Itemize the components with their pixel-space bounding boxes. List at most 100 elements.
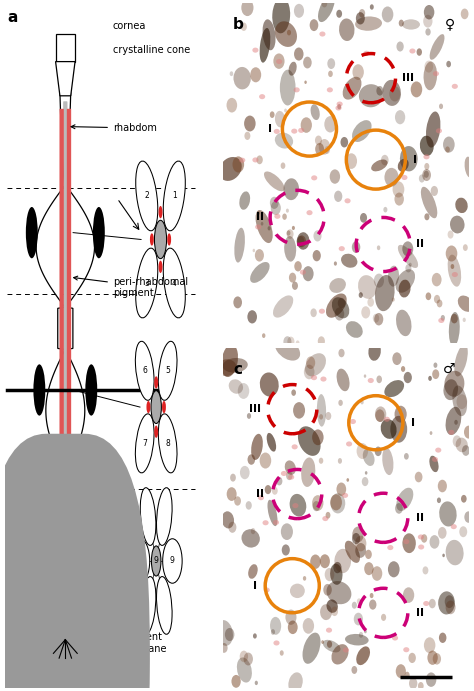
Circle shape [392,181,404,198]
Circle shape [303,576,306,580]
Circle shape [335,307,344,321]
Circle shape [282,545,290,556]
Ellipse shape [448,430,455,435]
Circle shape [362,477,368,486]
Circle shape [428,376,432,381]
Circle shape [453,435,461,447]
Circle shape [301,117,312,133]
Circle shape [159,206,163,218]
Ellipse shape [250,262,270,283]
Ellipse shape [275,133,293,149]
Circle shape [255,681,258,685]
Circle shape [351,666,357,674]
Circle shape [438,480,447,492]
Ellipse shape [396,488,413,511]
Ellipse shape [364,50,370,56]
Circle shape [321,640,324,644]
Ellipse shape [352,120,372,142]
Circle shape [354,613,363,625]
FancyBboxPatch shape [63,102,67,607]
Circle shape [151,390,161,424]
Text: 3: 3 [144,278,149,287]
Circle shape [288,621,298,634]
Circle shape [424,171,429,178]
Text: III: III [249,404,261,414]
Ellipse shape [382,448,393,475]
Circle shape [297,236,306,247]
Circle shape [326,512,330,518]
Ellipse shape [327,581,351,604]
Circle shape [439,632,447,643]
Ellipse shape [163,248,185,318]
Circle shape [382,6,393,22]
Circle shape [336,10,342,18]
Circle shape [281,162,285,169]
Circle shape [352,527,364,542]
Circle shape [383,207,387,212]
Text: 9: 9 [154,556,159,565]
Circle shape [367,298,374,307]
Circle shape [325,568,334,581]
Ellipse shape [345,634,369,645]
Circle shape [439,104,443,109]
Circle shape [423,15,432,28]
Ellipse shape [455,344,468,377]
Ellipse shape [401,175,408,180]
Ellipse shape [273,520,279,525]
Circle shape [461,495,466,502]
Text: b: b [233,17,244,32]
Ellipse shape [311,375,317,380]
Ellipse shape [327,599,338,613]
Ellipse shape [341,254,357,267]
Ellipse shape [418,534,424,540]
Circle shape [433,653,441,665]
Ellipse shape [292,444,298,449]
Ellipse shape [302,632,320,664]
Circle shape [338,400,343,406]
Ellipse shape [384,168,399,187]
Ellipse shape [305,353,326,377]
Circle shape [459,527,467,537]
Circle shape [294,261,302,272]
Circle shape [240,651,248,662]
Ellipse shape [317,394,326,426]
Circle shape [227,98,237,113]
Circle shape [286,209,289,213]
Text: I: I [254,580,257,591]
Ellipse shape [323,640,340,652]
Ellipse shape [234,67,251,89]
Circle shape [338,349,345,357]
Ellipse shape [283,178,299,200]
Circle shape [338,298,346,308]
Circle shape [241,0,254,16]
Circle shape [346,478,349,482]
Circle shape [424,5,434,19]
Circle shape [251,528,255,534]
Text: II: II [416,240,424,249]
Circle shape [338,458,342,464]
Ellipse shape [458,296,474,312]
Text: II: II [256,489,264,499]
Ellipse shape [229,379,243,394]
Ellipse shape [237,657,252,683]
Text: I: I [410,418,415,428]
Circle shape [255,249,264,262]
Circle shape [410,82,422,97]
Circle shape [447,61,451,67]
Ellipse shape [329,278,346,293]
Ellipse shape [403,647,410,652]
Circle shape [429,599,436,608]
Ellipse shape [402,533,416,553]
Ellipse shape [163,539,182,583]
Ellipse shape [392,636,398,641]
Text: rhabdom: rhabdom [71,123,157,133]
Circle shape [162,401,166,413]
Ellipse shape [443,379,458,400]
Ellipse shape [331,644,348,665]
Circle shape [306,357,315,369]
Text: II: II [256,212,264,223]
Ellipse shape [420,135,434,156]
Ellipse shape [371,160,388,171]
Circle shape [154,426,158,438]
Circle shape [334,191,342,202]
